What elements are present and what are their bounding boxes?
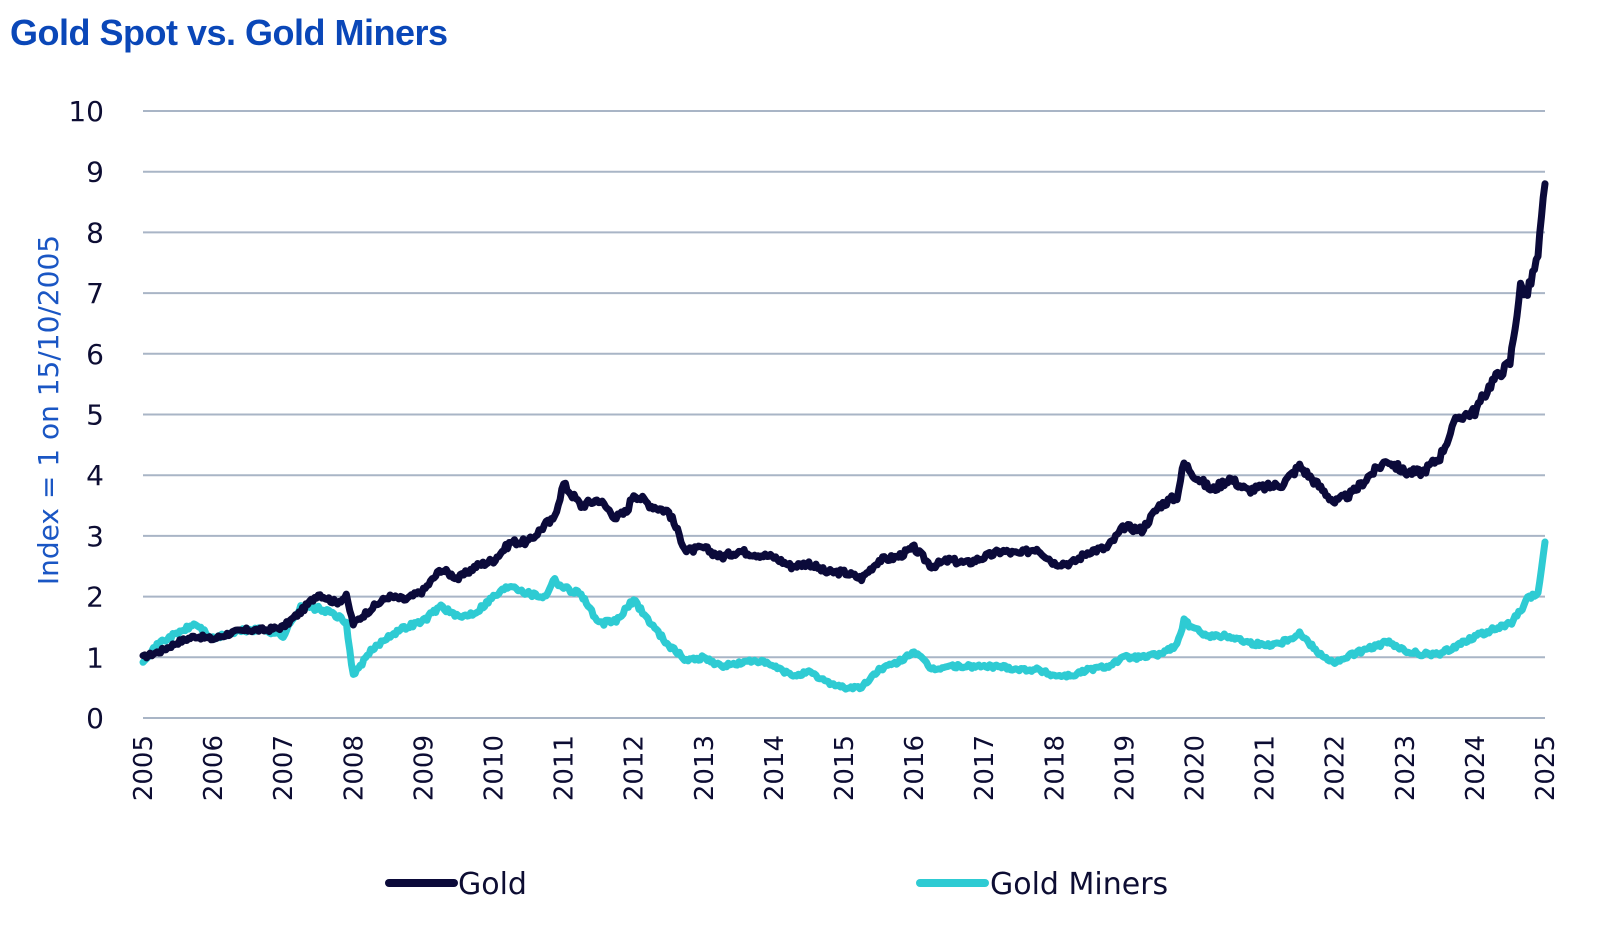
x-tick-label: 2016	[900, 735, 930, 801]
x-tick-label: 2014	[760, 735, 790, 801]
y-tick-label: 2	[86, 581, 104, 614]
gridlines	[143, 110, 1545, 719]
x-tick-label: 2022	[1321, 735, 1351, 801]
y-tick-label: 4	[86, 459, 104, 492]
x-tick-label: 2020	[1181, 735, 1211, 801]
y-tick-label: 1	[86, 641, 104, 674]
x-tick-label: 2011	[550, 735, 580, 801]
x-tick-label: 2006	[199, 735, 229, 801]
y-tick-label: 6	[86, 338, 104, 371]
legend-label-gold-miners: Gold Miners	[990, 867, 1168, 902]
x-tick-label: 2025	[1531, 735, 1561, 801]
y-tick-label: 3	[86, 520, 104, 553]
x-tick-label: 2021	[1251, 735, 1281, 801]
x-tick-label: 2017	[970, 735, 1000, 801]
x-tick-label: 2008	[339, 735, 369, 801]
x-tick-label: 2005	[129, 735, 159, 801]
series-line-gold-miners	[139, 538, 1549, 693]
x-tick-label: 2012	[620, 735, 650, 801]
legend-label-gold: Gold	[458, 867, 527, 902]
y-tick-label: 7	[86, 277, 104, 310]
y-axis-label: Index = 1 on 15/10/2005	[32, 235, 65, 585]
x-axis-ticks: 2005 2006 2007 2008 2009 2010 2011 2012 2013 2014…	[129, 735, 1561, 801]
y-axis-ticks: 0 1 2 3 4 5 6 7 8 9 10	[68, 95, 104, 735]
x-tick-label: 2010	[480, 735, 510, 801]
series-line-gold	[139, 180, 1549, 662]
y-tick-label: 8	[86, 216, 104, 249]
y-tick-label: 10	[68, 95, 104, 128]
series-lines	[139, 180, 1549, 693]
x-tick-label: 2019	[1110, 735, 1140, 801]
x-tick-label: 2023	[1391, 735, 1421, 801]
legend: Gold Gold Miners	[385, 867, 1168, 902]
x-tick-label: 2024	[1461, 735, 1491, 801]
x-tick-label: 2015	[830, 735, 860, 801]
chart-title: Gold Spot vs. Gold Miners	[10, 12, 448, 53]
y-tick-label: 9	[86, 156, 104, 189]
y-tick-label: 5	[86, 399, 104, 432]
x-tick-label: 2018	[1040, 735, 1070, 801]
y-tick-label: 0	[86, 702, 104, 735]
x-tick-label: 2013	[690, 735, 720, 801]
x-tick-label: 2007	[269, 735, 299, 801]
x-tick-label: 2009	[409, 735, 439, 801]
